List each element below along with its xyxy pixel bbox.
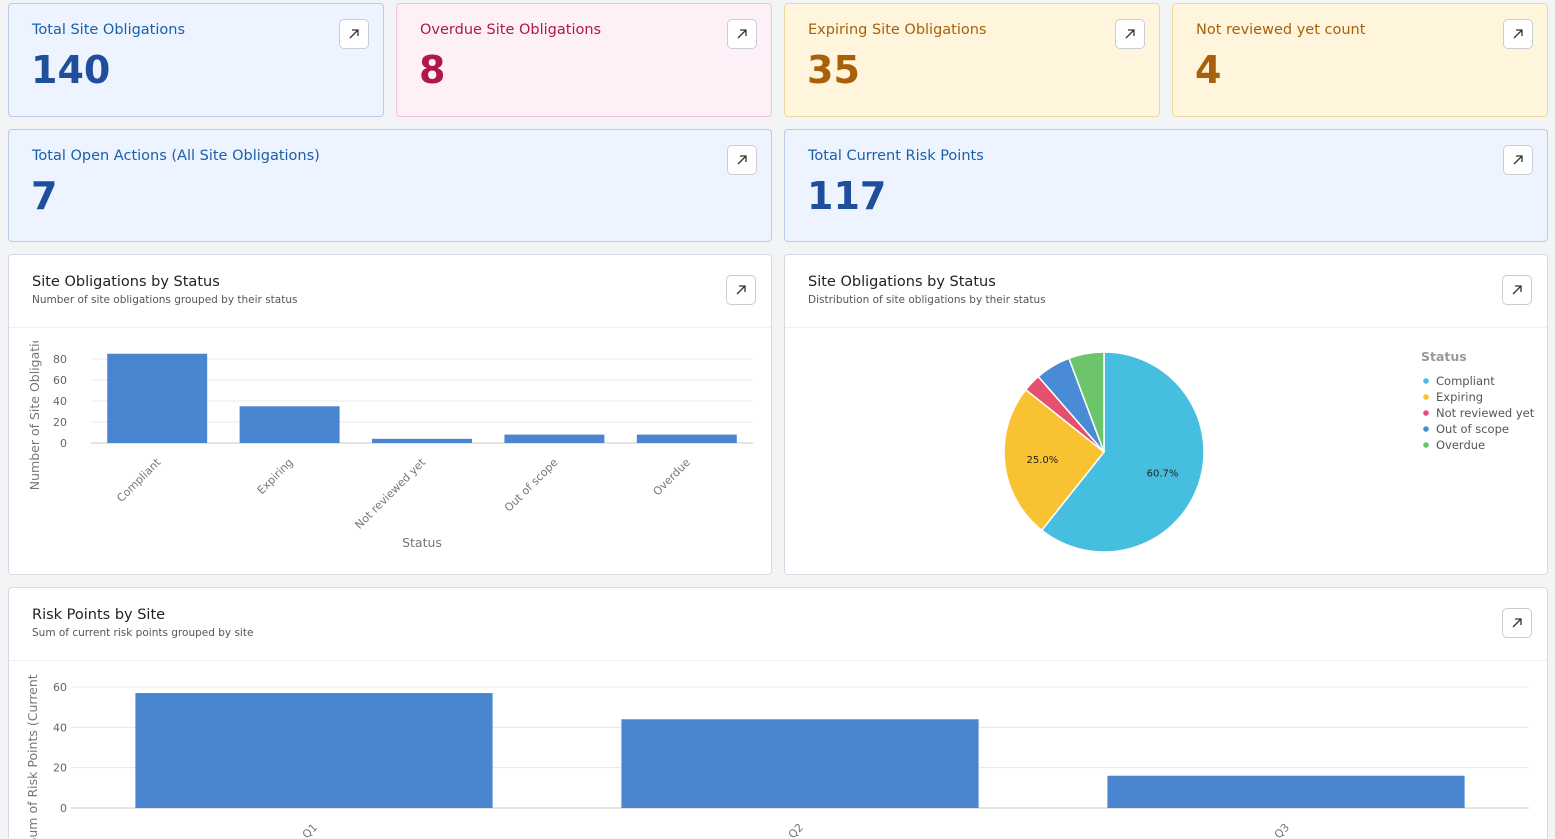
pie-slice (1003, 388, 1106, 532)
panel-title: Site Obligations by Status (32, 274, 220, 290)
card-title: Total Current Risk Points (808, 148, 984, 164)
bar (107, 353, 208, 443)
legend-swatch (1423, 426, 1429, 432)
expand-button[interactable] (1502, 275, 1532, 305)
chart-panel: 0 20 40 60 80 Compliant Expiring Not reviewed y… (8, 254, 772, 575)
bar-chart: 0 20 40 60 80 Compliant Expiring Not reviewed y… (27, 321, 753, 550)
arrow-icon (736, 285, 746, 295)
bar (621, 719, 979, 808)
panel-header: Risk Points by Site Sum of current risk … (9, 588, 1547, 661)
y-tick-label: 0 (60, 437, 67, 450)
legend-swatch (1423, 378, 1429, 384)
arrow-icon (737, 29, 747, 39)
card-title: Total Site Obligations (32, 22, 186, 38)
expand-button[interactable] (339, 19, 369, 49)
x-tick-label: Q2 (786, 821, 806, 839)
expand-button[interactable] (1502, 608, 1532, 638)
x-tick-label: Not reviewed yet (352, 455, 428, 531)
y-tick-label: 40 (53, 395, 67, 408)
slice-label: 25.0% (1027, 455, 1059, 466)
card-value: 7 (31, 174, 58, 218)
panel-subtitle: Distribution of site obligations by thei… (808, 294, 1046, 306)
legend-label: Compliant (1436, 374, 1495, 388)
expand-button[interactable] (726, 275, 756, 305)
arrow-icon (1513, 155, 1523, 165)
card-value: 117 (807, 174, 887, 218)
card-value: 140 (31, 48, 111, 92)
y-axis-title: Number of Site Obligations (27, 321, 42, 490)
legend-label: Expiring (1436, 390, 1483, 404)
chart-panel: 0 20 40 60 Q1 Q2 Q3 Sum of Risk Points (Current… (8, 587, 1548, 839)
card-value: 8 (419, 48, 446, 92)
bar (636, 434, 737, 443)
chart-panel: 60.7% 25.0% Status Compliant Expiring Not rev… (784, 254, 1548, 575)
kpi-card: Not reviewed yet count 4 (1172, 3, 1548, 117)
expand-button[interactable] (1503, 145, 1533, 175)
x-tick-label: Q1 (300, 821, 320, 839)
kpi-card: Total Open Actions (All Site Obligations… (8, 129, 772, 242)
x-axis-title: Status (402, 535, 442, 550)
card-title: Overdue Site Obligations (420, 22, 602, 38)
y-tick-label: 60 (53, 681, 67, 694)
expand-button[interactable] (727, 145, 757, 175)
bar (135, 693, 493, 808)
slice-label: 60.7% (1147, 468, 1179, 479)
pie-slice (1067, 351, 1105, 453)
y-tick-label: 80 (53, 353, 67, 366)
kpi-card: Expiring Site Obligations 35 (784, 3, 1160, 117)
bar (504, 434, 605, 443)
legend-title: Status (1421, 349, 1467, 364)
arrow-icon (1512, 285, 1522, 295)
y-tick-label: 20 (53, 762, 67, 775)
panel-header: Site Obligations by Status Distribution … (785, 255, 1547, 328)
legend-label: Not reviewed yet (1436, 406, 1535, 420)
bar-chart: 0 20 40 60 Q1 Q2 Q3 Sum of Risk Points (Current… (25, 669, 1529, 839)
legend-label: Out of scope (1436, 422, 1509, 436)
panel-header: Site Obligations by Status Number of sit… (9, 255, 771, 328)
y-tick-label: 20 (53, 416, 67, 429)
y-tick-label: 0 (60, 802, 67, 815)
y-tick-label: 60 (53, 374, 67, 387)
x-tick-label: Q3 (1272, 821, 1292, 839)
x-tick-label: Compliant (114, 455, 163, 504)
arrow-icon (737, 155, 747, 165)
legend-swatch (1423, 394, 1429, 400)
y-tick-label: 40 (53, 721, 67, 734)
expand-button[interactable] (1115, 19, 1145, 49)
x-tick-label: Expiring (255, 456, 296, 497)
arrow-icon (349, 29, 359, 39)
panel-title: Site Obligations by Status (808, 274, 996, 290)
card-value: 4 (1195, 48, 1222, 92)
x-tick-label: Out of scope (502, 456, 561, 515)
bar (1107, 775, 1465, 808)
pie-slice (1040, 351, 1205, 553)
legend-label: Overdue (1436, 438, 1485, 452)
kpi-card: Total Current Risk Points 117 (784, 129, 1548, 242)
kpi-card: Total Site Obligations 140 (8, 3, 384, 117)
expand-button[interactable] (727, 19, 757, 49)
y-axis-title: Sum of Risk Points (Current) (25, 669, 40, 839)
card-title: Not reviewed yet count (1196, 22, 1366, 38)
pie-chart: 60.7% 25.0% Status Compliant Expiring Not rev… (1003, 349, 1535, 553)
panel-subtitle: Sum of current risk points grouped by si… (32, 627, 254, 639)
panel-title: Risk Points by Site (32, 607, 166, 623)
legend-swatch (1423, 442, 1429, 448)
kpi-card: Overdue Site Obligations 8 (396, 3, 772, 117)
expand-button[interactable] (1503, 19, 1533, 49)
arrow-icon (1513, 29, 1523, 39)
bar (239, 406, 340, 443)
arrow-icon (1512, 618, 1522, 628)
panel-subtitle: Number of site obligations grouped by th… (32, 294, 298, 306)
card-title: Total Open Actions (All Site Obligations… (32, 148, 320, 164)
card-title: Expiring Site Obligations (808, 22, 987, 38)
bar (372, 438, 472, 443)
legend-swatch (1423, 410, 1429, 416)
x-tick-label: Overdue (650, 456, 693, 499)
card-value: 35 (807, 48, 860, 92)
arrow-icon (1125, 29, 1135, 39)
